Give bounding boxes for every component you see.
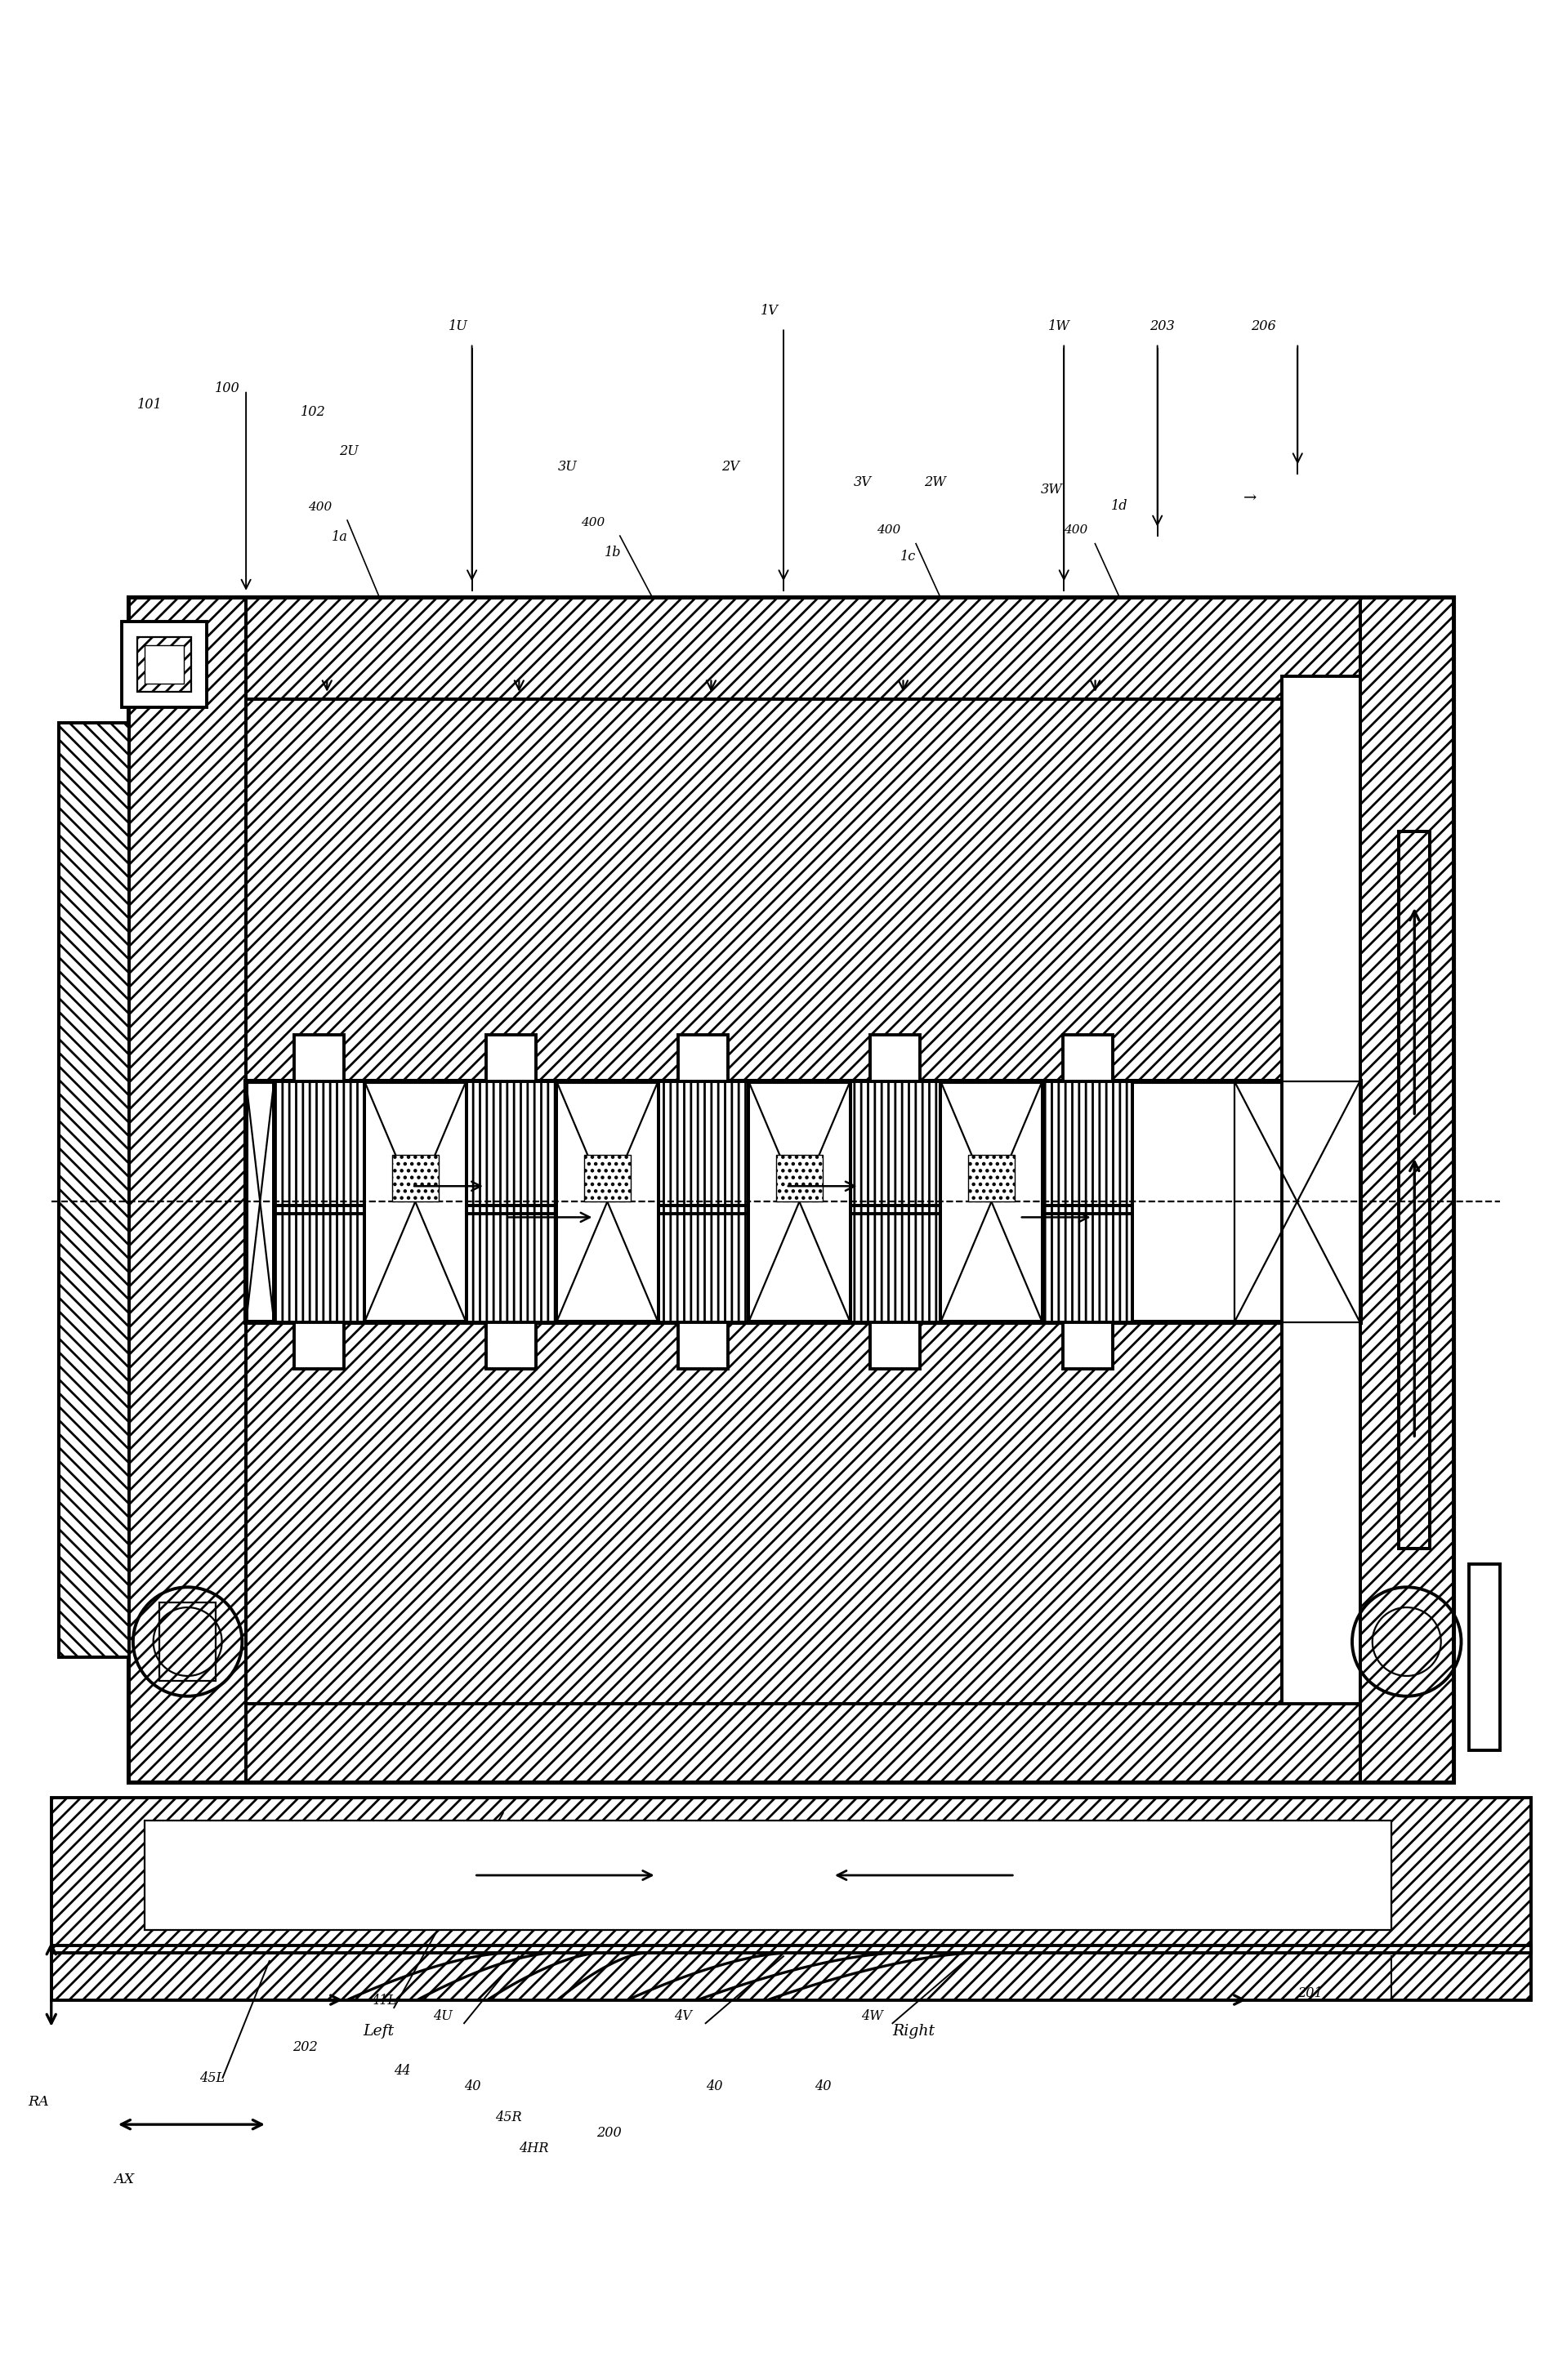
Polygon shape <box>52 1797 1531 1954</box>
Text: 40: 40 <box>464 2080 481 2094</box>
Text: Right: Right <box>893 2023 935 2040</box>
Polygon shape <box>60 724 128 1656</box>
Text: 45R: 45R <box>495 2111 522 2125</box>
Polygon shape <box>246 1323 1360 1704</box>
Text: 101: 101 <box>136 397 161 412</box>
Polygon shape <box>392 1154 439 1202</box>
Text: RA: RA <box>28 2094 49 2109</box>
Text: 3V: 3V <box>854 476 871 490</box>
Polygon shape <box>968 1154 1015 1202</box>
Polygon shape <box>871 1035 920 1081</box>
Polygon shape <box>274 1081 365 1214</box>
Polygon shape <box>144 1821 1391 1930</box>
Polygon shape <box>274 1204 365 1323</box>
Text: 4HR: 4HR <box>519 2142 548 2156</box>
Polygon shape <box>1399 831 1431 1549</box>
Polygon shape <box>1062 1323 1113 1368</box>
Polygon shape <box>246 700 1360 1081</box>
Polygon shape <box>776 1154 823 1202</box>
Text: 1d: 1d <box>1111 500 1128 512</box>
Polygon shape <box>465 1081 556 1214</box>
Text: 201: 201 <box>1297 1985 1323 1999</box>
Text: 102: 102 <box>301 405 326 419</box>
Polygon shape <box>1042 1081 1133 1214</box>
Polygon shape <box>246 1081 1360 1323</box>
Polygon shape <box>144 645 183 683</box>
Text: 1W: 1W <box>1048 319 1070 333</box>
Polygon shape <box>121 621 207 707</box>
Polygon shape <box>1468 1564 1500 1752</box>
Polygon shape <box>584 1154 630 1202</box>
Polygon shape <box>1062 1035 1113 1081</box>
Polygon shape <box>851 1204 940 1323</box>
Text: 41L: 41L <box>371 1994 396 2009</box>
Polygon shape <box>679 1035 729 1081</box>
Text: 1a: 1a <box>332 531 348 543</box>
Polygon shape <box>679 1323 729 1368</box>
Polygon shape <box>1282 676 1360 1704</box>
Polygon shape <box>1360 597 1454 1783</box>
Polygon shape <box>871 1323 920 1368</box>
Polygon shape <box>1042 1204 1133 1323</box>
Polygon shape <box>658 1204 749 1323</box>
Text: 44: 44 <box>393 2063 411 2078</box>
Text: 45L: 45L <box>199 2071 224 2085</box>
Text: 3W: 3W <box>1040 483 1062 497</box>
Text: 400: 400 <box>1064 524 1087 536</box>
Text: 2V: 2V <box>721 459 740 474</box>
Text: 4W: 4W <box>862 2009 884 2023</box>
Text: →: → <box>1243 490 1257 505</box>
Polygon shape <box>465 1204 556 1323</box>
Text: 100: 100 <box>215 381 240 395</box>
Text: 400: 400 <box>878 524 901 536</box>
Text: Left: Left <box>364 2023 395 2040</box>
Text: 400: 400 <box>309 502 332 512</box>
Polygon shape <box>486 1323 536 1368</box>
Text: 40: 40 <box>705 2080 722 2094</box>
Text: 1U: 1U <box>448 319 469 333</box>
Text: 203: 203 <box>1150 319 1175 333</box>
Text: 200: 200 <box>597 2125 622 2140</box>
Text: 202: 202 <box>293 2040 318 2054</box>
Text: 2U: 2U <box>340 445 359 457</box>
Text: 3U: 3U <box>558 459 577 474</box>
Polygon shape <box>52 1944 1531 1999</box>
Polygon shape <box>136 638 191 693</box>
Polygon shape <box>128 597 1454 1783</box>
Text: 40: 40 <box>815 2080 832 2094</box>
Text: 4U: 4U <box>432 2009 453 2023</box>
Polygon shape <box>851 1081 940 1214</box>
Polygon shape <box>246 597 1360 700</box>
Text: AX: AX <box>113 2173 135 2187</box>
Polygon shape <box>295 1035 345 1081</box>
Polygon shape <box>246 1704 1360 1783</box>
Polygon shape <box>658 1081 749 1214</box>
Text: 2W: 2W <box>923 476 945 490</box>
Text: 206: 206 <box>1250 319 1276 333</box>
Text: 1b: 1b <box>605 545 621 559</box>
Text: 1c: 1c <box>901 550 917 564</box>
Polygon shape <box>128 597 246 1783</box>
Text: 1V: 1V <box>760 305 777 319</box>
Polygon shape <box>486 1035 536 1081</box>
Text: 4V: 4V <box>674 2009 693 2023</box>
Polygon shape <box>295 1323 345 1368</box>
Text: 400: 400 <box>581 516 605 528</box>
